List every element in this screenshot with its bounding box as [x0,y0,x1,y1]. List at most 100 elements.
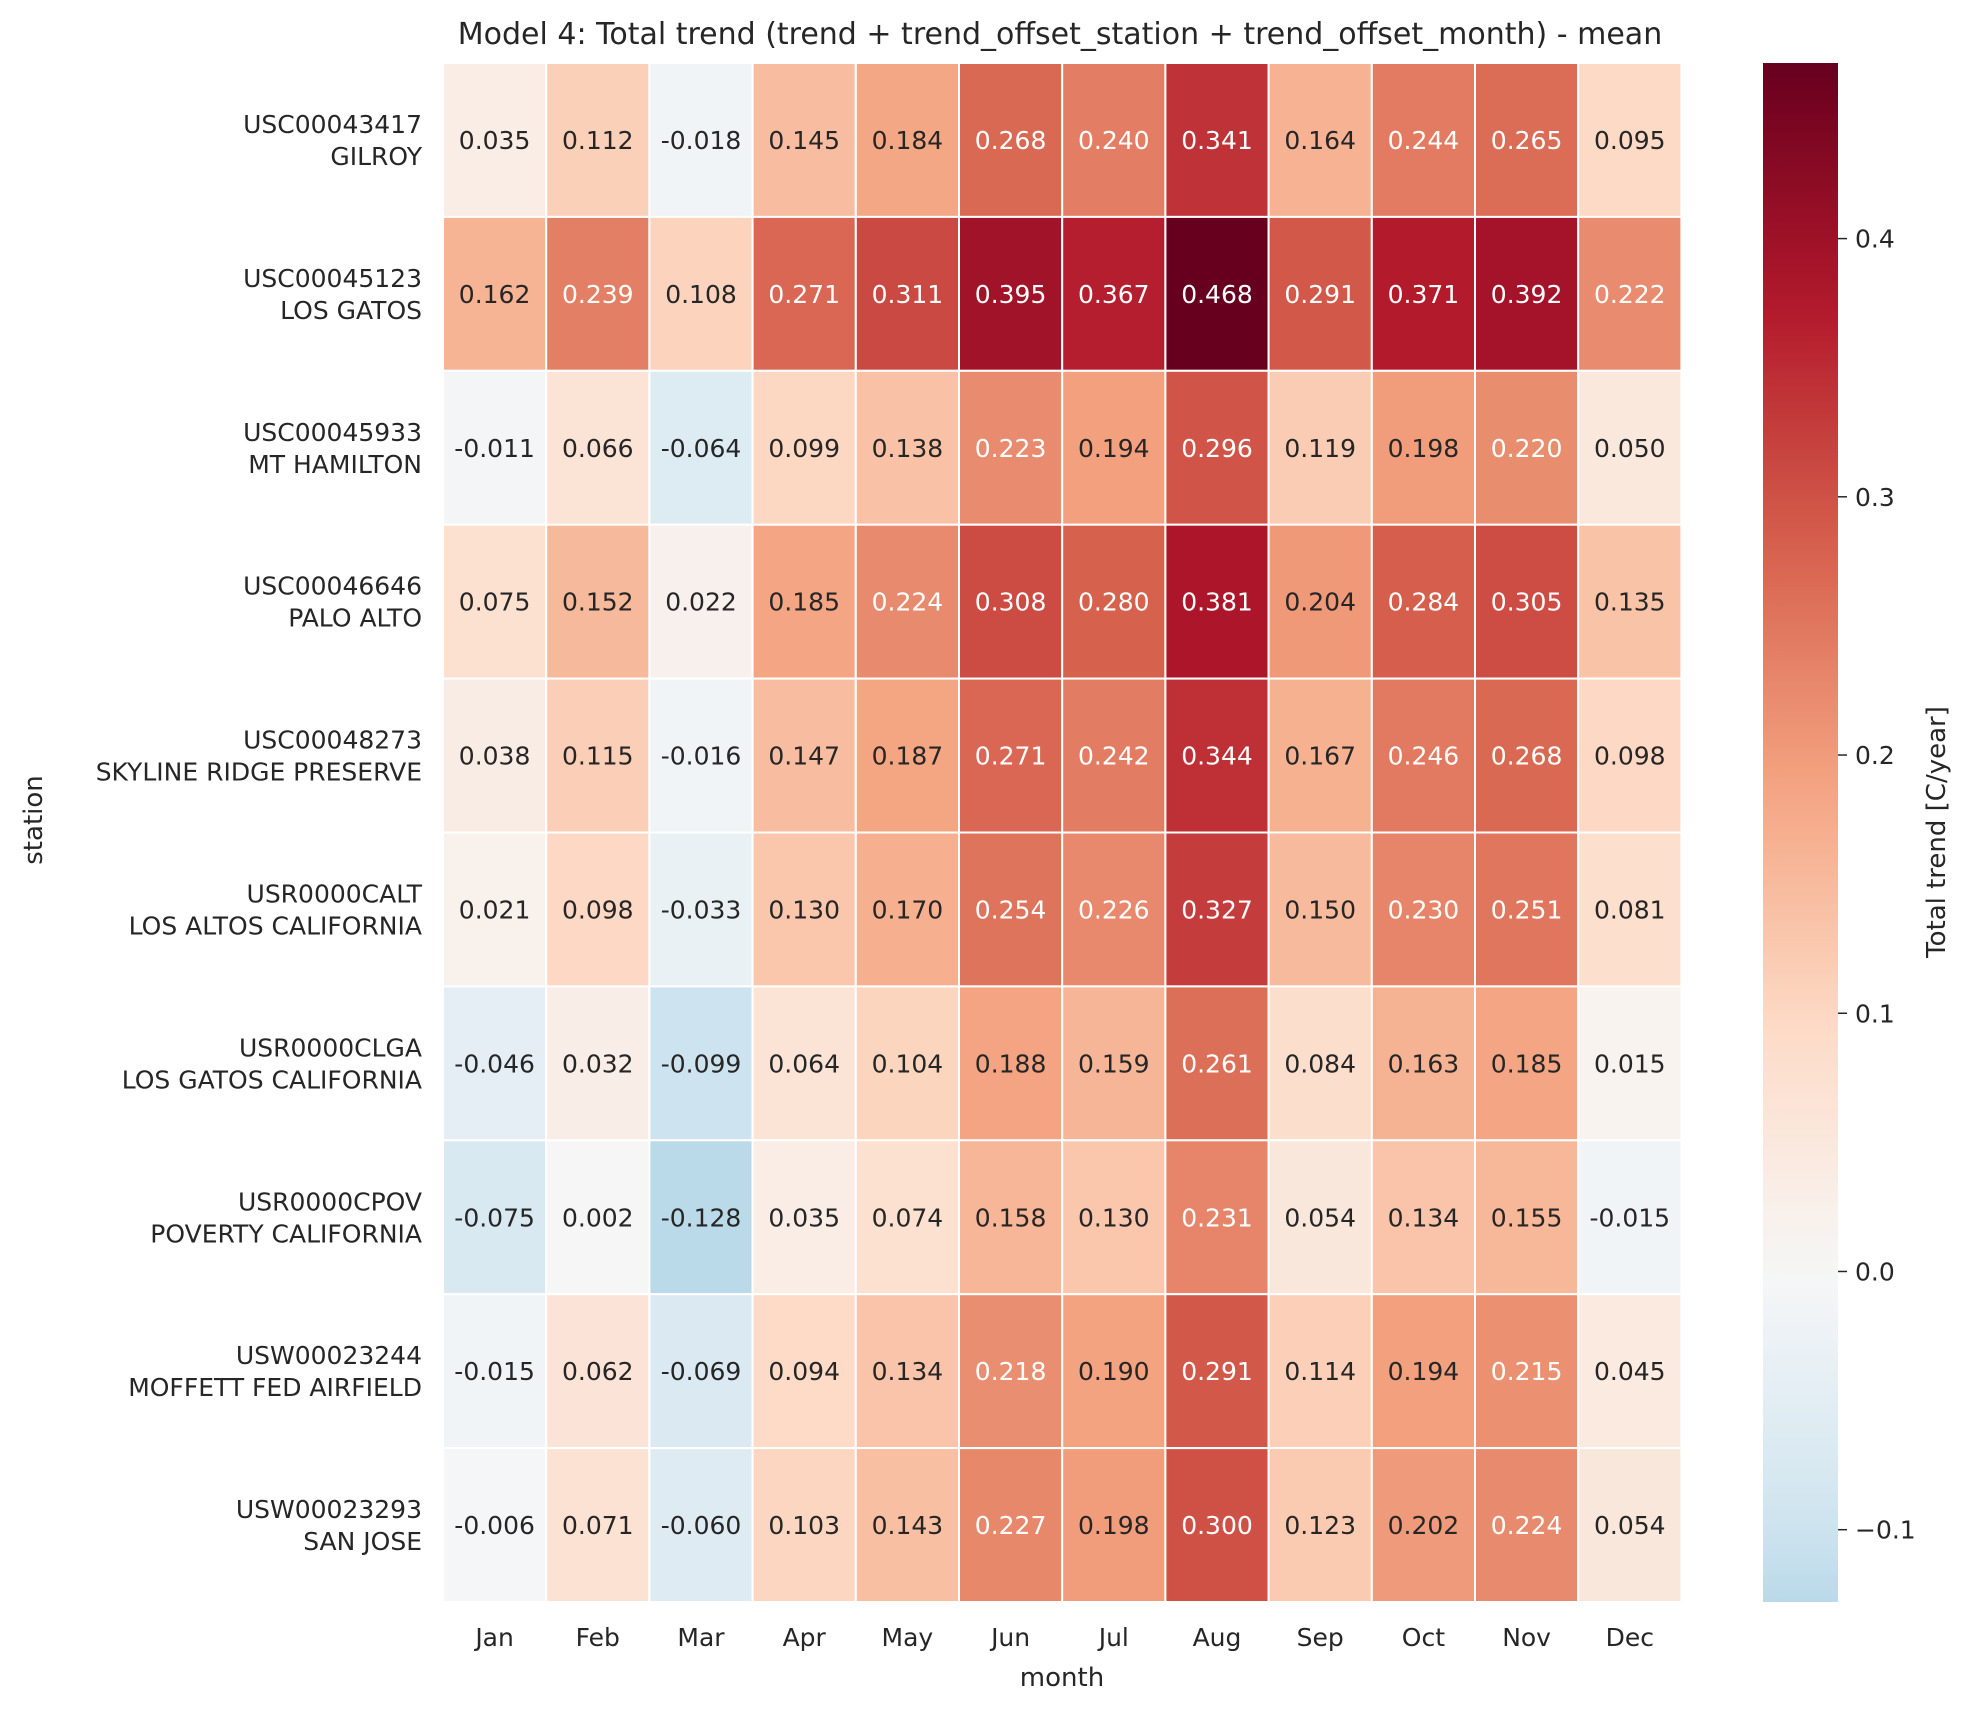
cell-value-label: 0.045 [1594,1357,1666,1386]
cell-value-label: 0.143 [872,1511,944,1540]
cell-value-label: 0.062 [562,1357,634,1386]
cell-value-label: 0.204 [1284,588,1356,617]
cell-value-label: 0.265 [1491,126,1563,155]
heatmap-cell [958,523,1064,680]
cell-value-label: -0.075 [454,1203,535,1232]
cell-value-label: 0.130 [768,895,840,924]
heatmap-cell [648,1293,754,1450]
y-tick-label: USC00046646 PALO ALTO [243,572,422,633]
cell-value-label: 0.134 [872,1357,944,1386]
cell-value-label: 0.381 [1181,588,1253,617]
cell-value-label: 0.123 [1284,1511,1356,1540]
cell-value-label: 0.344 [1181,742,1253,771]
x-tick-label: Feb [576,1623,620,1652]
colorbar-tick-label: 0.1 [1855,999,1895,1028]
cell-value-label: 0.135 [1594,588,1666,617]
colorbar: −0.1 0.0 0.1 0.2 0.3 0.4 Total trend [C/year] [1763,63,1952,1602]
cell-value-label: 0.367 [1078,280,1150,309]
chart-title: Model 4: Total trend (trend + trend_offs… [458,17,1662,52]
cell-value-label: 0.098 [1594,742,1666,771]
heatmap-cell [1474,1139,1580,1296]
cell-value-label: -0.006 [454,1511,535,1540]
x-tick-label: Aug [1193,1623,1242,1652]
heatmap-cell [442,62,548,218]
cell-value-label: 0.022 [665,588,737,617]
heatmap-cell [751,523,857,680]
cell-value-label: -0.016 [661,742,742,771]
cell-value-label: 0.242 [1078,742,1150,771]
cell-value-label: 0.291 [1284,280,1356,309]
heatmap-cell [1577,369,1683,526]
cell-value-label: 0.108 [665,280,737,309]
heatmap-cell [751,215,857,372]
cell-value-label: 0.222 [1594,280,1666,309]
heatmap-cell [854,1447,960,1603]
cell-value-label: 0.284 [1388,588,1460,617]
cell-value-label: 0.094 [768,1357,840,1386]
heatmap-cell [1061,1139,1167,1296]
cell-value-label: 0.112 [562,126,634,155]
y-tick-label: USR0000CPOV POVERTY CALIFORNIA [150,1187,422,1248]
cell-value-label: 0.268 [1491,742,1563,771]
cell-value-label: 0.152 [562,588,634,617]
cell-value-label: 0.218 [975,1357,1047,1386]
cell-value-label: 0.163 [1388,1049,1460,1078]
heatmap-cell [442,985,548,1142]
cell-value-label: 0.268 [975,126,1047,155]
heatmap-cell [545,985,651,1142]
heatmap-cell [854,215,960,372]
heatmap-cell [1061,1293,1167,1450]
cell-value-label: 0.184 [872,126,944,155]
cell-value-label: -0.018 [661,126,742,155]
cell-value-label: 0.215 [1491,1357,1563,1386]
heatmap-cell [442,523,548,680]
x-tick-label: Jun [989,1623,1030,1652]
cell-value-label: 0.099 [768,434,840,463]
cell-value-label: 0.190 [1078,1357,1150,1386]
heatmap-cell [751,1139,857,1296]
cell-value-label: 0.261 [1181,1049,1253,1078]
colorbar-tick-label: 0.2 [1855,741,1895,770]
heatmap-cell [1164,1447,1270,1603]
heatmap-cell-labels: 0.035 0.112 -0.018 0.145 0.184 0.268 0.240 0.34… [454,126,1670,1540]
cell-value-label: -0.099 [661,1049,742,1078]
heatmap-cell [751,831,857,988]
heatmap-cell [958,831,1064,988]
cell-value-label: 0.395 [975,280,1047,309]
cell-value-label: 0.327 [1181,895,1253,924]
heatmap-cell [1164,215,1270,372]
cell-value-label: 0.170 [872,895,944,924]
cell-value-label: -0.015 [1590,1203,1671,1232]
cell-value-label: 0.198 [1078,1511,1150,1540]
heatmap-cell [1267,1293,1373,1450]
y-tick-label: USR0000CALT LOS ALTOS CALIFORNIA [129,879,423,940]
heatmap-cell [1577,831,1683,988]
heatmap-cell [751,1447,857,1603]
x-axis-ticks: Jan Feb Mar Apr May Jun Jul Aug Sep Oct Nov Dec [473,1623,1654,1652]
cell-value-label: 0.050 [1594,434,1666,463]
cell-value-label: 0.254 [975,895,1047,924]
cell-value-label: -0.128 [661,1203,742,1232]
x-tick-label: Sep [1297,1623,1344,1652]
heatmap-cell [1577,62,1683,218]
heatmap-cell [751,985,857,1142]
cell-value-label: 0.296 [1181,434,1253,463]
heatmap-cell [545,1293,651,1450]
cell-value-label: 0.223 [975,434,1047,463]
cell-value-label: -0.064 [661,434,742,463]
cell-value-label: 0.371 [1388,280,1460,309]
cell-value-label: 0.098 [562,895,634,924]
cell-value-label: 0.115 [562,742,634,771]
colorbar-tick-label: 0.3 [1855,483,1895,512]
x-tick-label: Apr [783,1623,827,1652]
heatmap-cell [442,369,548,526]
y-tick-label: USC00045933 MT HAMILTON [243,418,422,479]
cell-value-label: 0.194 [1078,434,1150,463]
heatmap-cell [1267,831,1373,988]
y-axis-label: station [19,775,49,864]
x-axis-label: month [1020,1663,1104,1693]
cell-value-label: 0.202 [1388,1511,1460,1540]
heatmap-cell [1267,523,1373,680]
heatmap-cell [1577,523,1683,680]
cell-value-label: 0.145 [768,126,840,155]
